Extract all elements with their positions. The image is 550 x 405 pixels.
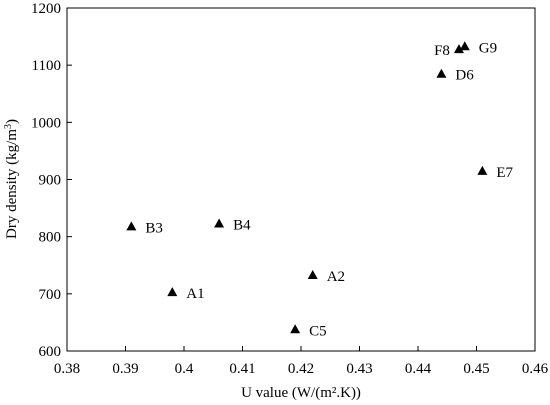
y-axis-title: Dry density (kg/m3) [3, 119, 21, 239]
point-label-d6: D6 [455, 68, 474, 84]
point-marker-g9 [459, 41, 470, 51]
y-tick-label: 900 [39, 173, 62, 189]
point-label-g9: G9 [479, 40, 497, 56]
y-axis-title-main: Dry density (kg/m [4, 129, 20, 239]
x-tick-label: 0.44 [405, 361, 432, 377]
y-tick-label: 600 [39, 344, 62, 360]
y-tick-label: 700 [39, 287, 62, 303]
x-tick-label: 0.43 [346, 361, 372, 377]
point-marker-d6 [436, 68, 447, 78]
x-tick-label: 0.4 [175, 361, 194, 377]
x-axis: 0.38 0.39 0.4 0.41 0.42 0.43 0.44 0.45 0.46 [54, 346, 549, 377]
point-label-b4: B4 [233, 218, 251, 234]
point-label-e7: E7 [496, 165, 513, 181]
y-tick-label: 800 [39, 230, 62, 246]
point-label-f8: F8 [434, 43, 450, 59]
point-marker-c5 [290, 324, 301, 334]
x-tick-label: 0.41 [229, 361, 255, 377]
point-marker-e7 [477, 165, 488, 175]
point-marker-a2 [307, 269, 318, 279]
point-label-a2: A2 [327, 269, 345, 285]
x-tick-label: 0.45 [463, 361, 489, 377]
y-tick-label: 1100 [32, 58, 61, 74]
x-axis-title: U value (W/(m².K)) [241, 385, 361, 401]
point-marker-f8 [453, 44, 464, 54]
y-axis-title-end: ) [4, 119, 20, 124]
point-marker-b4 [214, 218, 225, 228]
y-axis-title-superscript: 3 [3, 124, 14, 129]
x-tick-label: 0.39 [112, 361, 138, 377]
data-points: A1 A2 B3 B4 C5 D6 E7 F8 G9 [126, 40, 514, 339]
y-tick-label: 1000 [31, 115, 61, 131]
y-tick-label: 1200 [31, 1, 61, 17]
x-tick-label: 0.42 [288, 361, 314, 377]
x-tick-label: 0.38 [54, 361, 80, 377]
point-label-a1: A1 [186, 286, 204, 302]
point-label-b3: B3 [145, 220, 163, 236]
x-tick-label: 0.46 [522, 361, 549, 377]
point-marker-b3 [126, 221, 137, 231]
point-marker-a1 [167, 287, 178, 297]
plot-area-frame [66, 7, 536, 352]
point-label-c5: C5 [309, 323, 327, 339]
y-axis: 600 700 800 900 1000 1100 1200 [31, 1, 72, 360]
